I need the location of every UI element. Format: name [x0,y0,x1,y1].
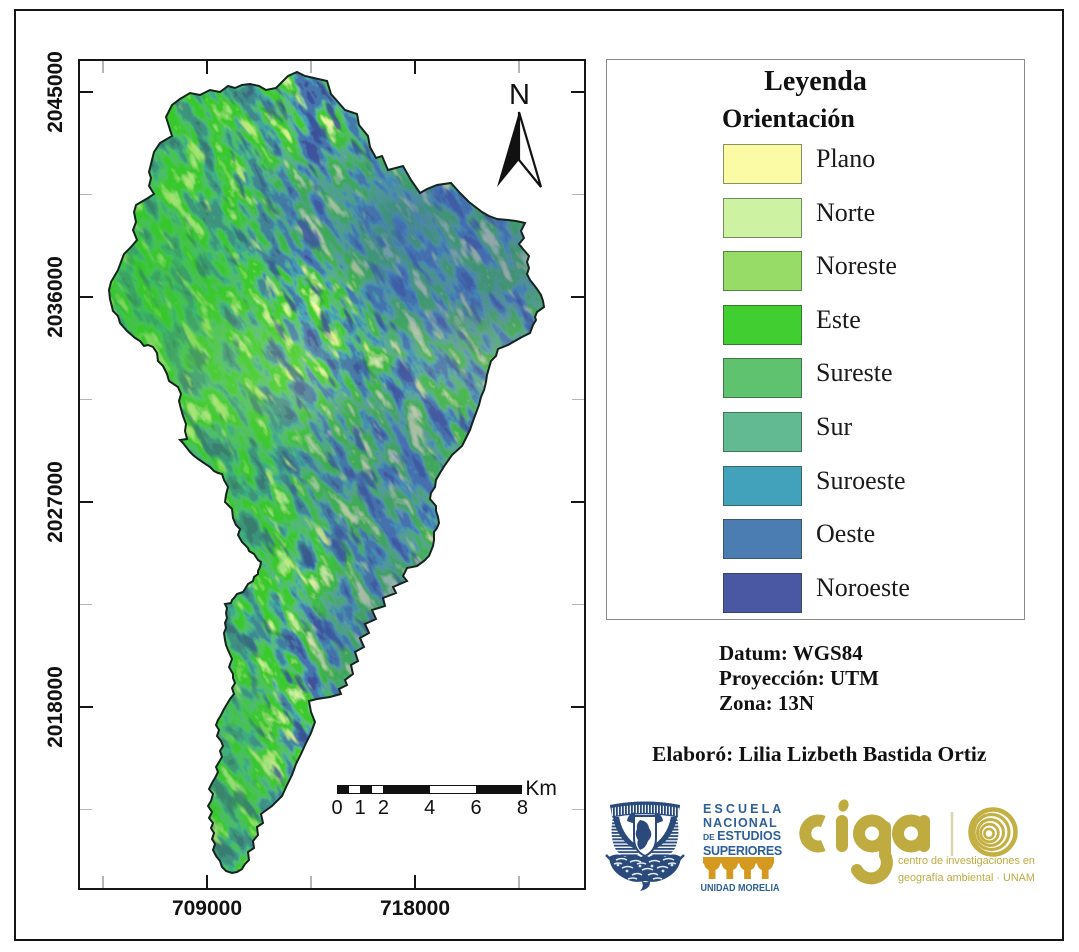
svg-text:geografía ambiental · UNAM: geografía ambiental · UNAM [898,872,1035,884]
svg-text:centro de investigaciones en: centro de investigaciones en [898,855,1035,867]
